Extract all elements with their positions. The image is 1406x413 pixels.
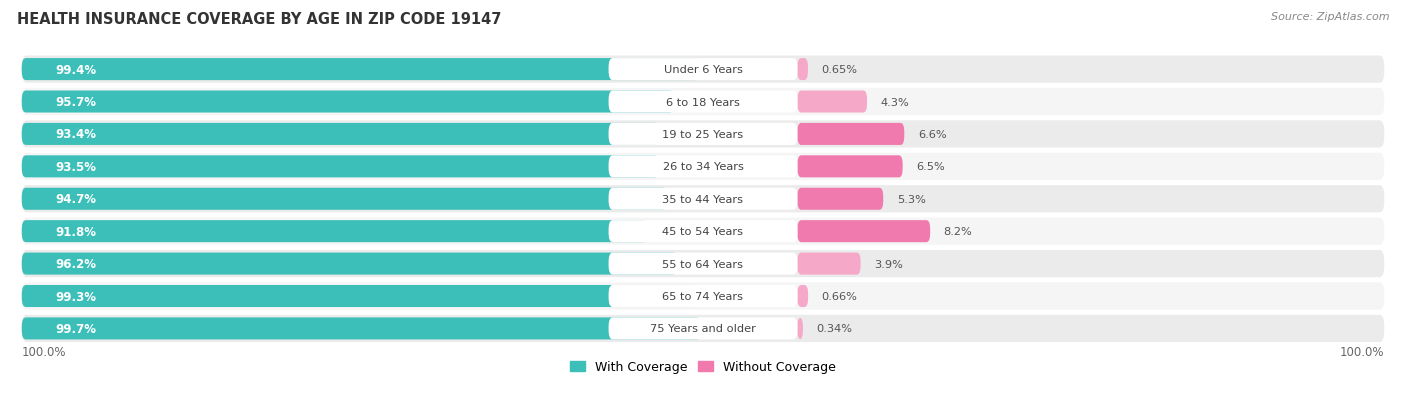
Text: Source: ZipAtlas.com: Source: ZipAtlas.com [1271,12,1389,22]
FancyBboxPatch shape [21,285,699,307]
FancyBboxPatch shape [21,218,1385,245]
FancyBboxPatch shape [797,156,903,178]
Text: 5.3%: 5.3% [897,194,925,204]
FancyBboxPatch shape [609,285,797,307]
Text: 6.5%: 6.5% [917,162,945,172]
Text: 93.4%: 93.4% [55,128,97,141]
FancyBboxPatch shape [797,221,931,242]
Text: 6.6%: 6.6% [918,130,946,140]
FancyBboxPatch shape [21,123,658,146]
Text: 26 to 34 Years: 26 to 34 Years [662,162,744,172]
FancyBboxPatch shape [21,221,648,242]
Text: 75 Years and older: 75 Years and older [650,324,756,334]
Text: 0.65%: 0.65% [821,65,858,75]
FancyBboxPatch shape [797,123,904,146]
Text: 100.0%: 100.0% [21,345,66,358]
FancyBboxPatch shape [21,121,1385,148]
FancyBboxPatch shape [797,59,808,81]
FancyBboxPatch shape [21,318,702,339]
FancyBboxPatch shape [797,318,803,339]
Text: 8.2%: 8.2% [943,227,973,237]
FancyBboxPatch shape [21,156,659,178]
Text: 96.2%: 96.2% [55,257,97,271]
FancyBboxPatch shape [797,188,883,210]
FancyBboxPatch shape [21,186,1385,213]
FancyBboxPatch shape [21,188,668,210]
Text: 93.5%: 93.5% [55,160,97,173]
FancyBboxPatch shape [21,56,1385,83]
FancyBboxPatch shape [609,221,797,242]
FancyBboxPatch shape [797,91,868,113]
Text: 55 to 64 Years: 55 to 64 Years [662,259,744,269]
Text: 4.3%: 4.3% [880,97,910,107]
Text: 45 to 54 Years: 45 to 54 Years [662,227,744,237]
Text: 0.66%: 0.66% [821,291,858,301]
Text: HEALTH INSURANCE COVERAGE BY AGE IN ZIP CODE 19147: HEALTH INSURANCE COVERAGE BY AGE IN ZIP … [17,12,502,27]
Text: 6 to 18 Years: 6 to 18 Years [666,97,740,107]
Legend: With Coverage, Without Coverage: With Coverage, Without Coverage [565,356,841,378]
Text: 94.7%: 94.7% [55,193,97,206]
Text: 19 to 25 Years: 19 to 25 Years [662,130,744,140]
Text: 100.0%: 100.0% [1340,345,1385,358]
FancyBboxPatch shape [21,315,1385,342]
FancyBboxPatch shape [21,59,699,81]
Text: 99.3%: 99.3% [55,290,97,303]
Text: 35 to 44 Years: 35 to 44 Years [662,194,744,204]
Text: 91.8%: 91.8% [55,225,97,238]
Text: 99.7%: 99.7% [55,322,97,335]
Text: 0.34%: 0.34% [817,324,852,334]
FancyBboxPatch shape [609,59,797,81]
FancyBboxPatch shape [21,153,1385,180]
FancyBboxPatch shape [21,91,673,113]
Text: 65 to 74 Years: 65 to 74 Years [662,291,744,301]
FancyBboxPatch shape [21,283,1385,310]
FancyBboxPatch shape [609,123,797,146]
FancyBboxPatch shape [609,188,797,210]
FancyBboxPatch shape [797,285,808,307]
FancyBboxPatch shape [21,250,1385,278]
FancyBboxPatch shape [609,318,797,339]
FancyBboxPatch shape [797,253,860,275]
FancyBboxPatch shape [21,89,1385,116]
Text: 3.9%: 3.9% [875,259,903,269]
Text: 95.7%: 95.7% [55,96,97,109]
Text: Under 6 Years: Under 6 Years [664,65,742,75]
Text: 99.4%: 99.4% [55,64,97,76]
FancyBboxPatch shape [609,156,797,178]
FancyBboxPatch shape [609,253,797,275]
FancyBboxPatch shape [609,91,797,113]
FancyBboxPatch shape [21,253,678,275]
